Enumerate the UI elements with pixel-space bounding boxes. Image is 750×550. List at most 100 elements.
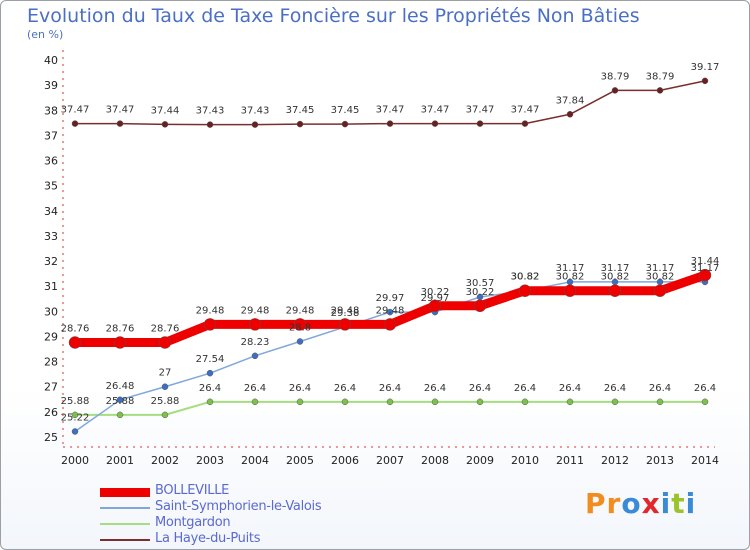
data-label-saint-symphorien-le-valois: 29.38 bbox=[331, 308, 360, 319]
data-point-montgardon bbox=[476, 398, 484, 406]
y-tick-label: 34 bbox=[44, 205, 58, 218]
data-point-bolleville bbox=[203, 318, 217, 331]
logo-letter: i bbox=[660, 487, 672, 520]
data-label-saint-symphorien-le-valois: 26.48 bbox=[106, 381, 135, 392]
legend-label: Montgardon bbox=[155, 515, 231, 530]
data-point-bolleville bbox=[473, 299, 487, 313]
y-tick-label: 40 bbox=[44, 54, 58, 67]
data-point-bolleville bbox=[563, 284, 577, 297]
y-tick-label: 30 bbox=[44, 305, 58, 318]
data-label-bolleville: 30.82 bbox=[646, 272, 675, 283]
data-point-la-haye-du-puits bbox=[296, 120, 304, 128]
data-point-bolleville bbox=[698, 268, 712, 282]
data-label-bolleville: 28.76 bbox=[151, 323, 180, 334]
data-label-la-haye-du-puits: 37.47 bbox=[466, 105, 495, 116]
data-point-montgardon bbox=[656, 398, 664, 406]
data-label-montgardon: 25.88 bbox=[151, 396, 180, 407]
legend-label: La Haye-du-Puits bbox=[155, 531, 261, 546]
data-point-bolleville bbox=[68, 336, 82, 349]
data-label-bolleville: 30.82 bbox=[601, 272, 630, 283]
logo-letter: o bbox=[621, 487, 642, 520]
x-tick-label: 2005 bbox=[286, 454, 314, 467]
data-point-la-haye-du-puits bbox=[386, 120, 394, 127]
data-point-montgardon bbox=[701, 398, 709, 406]
data-point-saint-symphorien-le-valois bbox=[206, 369, 214, 377]
x-tick-label: 2003 bbox=[196, 454, 224, 467]
y-tick-label: 29 bbox=[44, 330, 58, 343]
data-label-saint-symphorien-le-valois: 27.54 bbox=[196, 354, 225, 365]
data-point-la-haye-du-puits bbox=[341, 120, 349, 128]
data-label-bolleville: 30.22 bbox=[421, 287, 450, 298]
data-label-montgardon: 25.88 bbox=[61, 396, 90, 407]
chart-title: Evolution du Taux de Taxe Foncière sur l… bbox=[27, 5, 640, 27]
data-point-montgardon bbox=[296, 398, 304, 406]
data-label-la-haye-du-puits: 37.45 bbox=[286, 105, 315, 116]
data-label-montgardon: 26.4 bbox=[649, 383, 671, 394]
data-label-la-haye-du-puits: 39.17 bbox=[691, 62, 720, 73]
data-label-montgardon: 26.4 bbox=[379, 383, 401, 394]
data-point-bolleville bbox=[383, 318, 397, 331]
data-label-la-haye-du-puits: 37.44 bbox=[151, 105, 180, 116]
legend-swatch bbox=[100, 539, 150, 541]
data-point-la-haye-du-puits bbox=[656, 87, 664, 94]
data-label-montgardon: 26.4 bbox=[604, 383, 626, 394]
x-tick-label: 2008 bbox=[421, 454, 449, 467]
data-point-montgardon bbox=[611, 398, 619, 406]
data-point-bolleville bbox=[608, 284, 622, 297]
data-point-la-haye-du-puits bbox=[701, 77, 709, 85]
data-point-saint-symphorien-le-valois bbox=[251, 352, 259, 360]
data-point-bolleville bbox=[113, 336, 127, 349]
x-tick-label: 2007 bbox=[376, 454, 404, 467]
series-line-la-haye-du-puits bbox=[75, 80, 706, 126]
x-tick-label: 2001 bbox=[106, 454, 134, 467]
data-label-saint-symphorien-le-valois: 27 bbox=[159, 368, 172, 379]
data-label-saint-symphorien-le-valois: 31.17 bbox=[556, 263, 585, 274]
legend-label: Saint-Symphorien-le-Valois bbox=[155, 499, 322, 514]
data-label-la-haye-du-puits: 38.79 bbox=[646, 71, 675, 82]
legend-label: BOLLEVILLE bbox=[155, 483, 230, 498]
data-point-bolleville bbox=[428, 299, 442, 313]
data-point-bolleville bbox=[158, 336, 172, 349]
data-label-montgardon: 26.4 bbox=[334, 383, 356, 394]
series-line-saint-symphorien-le-valois bbox=[74, 281, 705, 433]
data-label-montgardon: 26.4 bbox=[514, 383, 536, 394]
data-label-la-haye-du-puits: 38.79 bbox=[601, 71, 630, 82]
data-label-saint-symphorien-le-valois: 29.97 bbox=[376, 293, 405, 304]
y-tick-label: 37 bbox=[44, 129, 58, 142]
logo-letter: i bbox=[685, 487, 697, 520]
data-label-montgardon: 26.4 bbox=[199, 383, 221, 394]
data-label-bolleville: 30.82 bbox=[511, 272, 540, 283]
data-point-bolleville bbox=[338, 318, 352, 331]
data-point-saint-symphorien-le-valois bbox=[161, 383, 169, 390]
y-tick-label: 31 bbox=[44, 280, 58, 293]
data-point-montgardon bbox=[161, 411, 169, 419]
data-point-saint-symphorien-le-valois bbox=[386, 308, 394, 316]
data-point-saint-symphorien-le-valois bbox=[116, 396, 124, 404]
data-point-montgardon bbox=[116, 411, 124, 419]
data-point-la-haye-du-puits bbox=[71, 120, 79, 127]
logo-letter: x bbox=[641, 487, 661, 520]
data-point-bolleville bbox=[653, 284, 667, 297]
data-point-saint-symphorien-le-valois bbox=[71, 428, 79, 435]
data-label-montgardon: 26.4 bbox=[694, 383, 716, 394]
data-label-la-haye-du-puits: 37.43 bbox=[241, 106, 270, 117]
data-label-bolleville: 28.76 bbox=[61, 323, 90, 334]
data-point-montgardon bbox=[566, 398, 574, 406]
data-label-bolleville: 29.48 bbox=[286, 305, 315, 316]
y-tick-label: 38 bbox=[44, 104, 58, 117]
x-tick-label: 2004 bbox=[241, 454, 269, 467]
data-label-saint-symphorien-le-valois: 30.82 bbox=[511, 272, 540, 283]
data-label-bolleville: 30.22 bbox=[466, 287, 495, 298]
data-label-la-haye-du-puits: 37.47 bbox=[106, 105, 135, 116]
y-tick-label: 27 bbox=[44, 381, 58, 394]
data-point-la-haye-du-puits bbox=[431, 120, 439, 127]
data-label-saint-symphorien-le-valois: 30.57 bbox=[466, 278, 495, 289]
data-point-montgardon bbox=[206, 398, 214, 406]
data-point-la-haye-du-puits bbox=[161, 121, 169, 128]
data-point-la-haye-du-puits bbox=[206, 121, 214, 128]
data-label-bolleville: 29.48 bbox=[376, 305, 405, 316]
data-point-montgardon bbox=[521, 398, 529, 406]
data-label-bolleville: 29.48 bbox=[241, 305, 270, 316]
data-label-montgardon: 26.4 bbox=[424, 383, 446, 394]
